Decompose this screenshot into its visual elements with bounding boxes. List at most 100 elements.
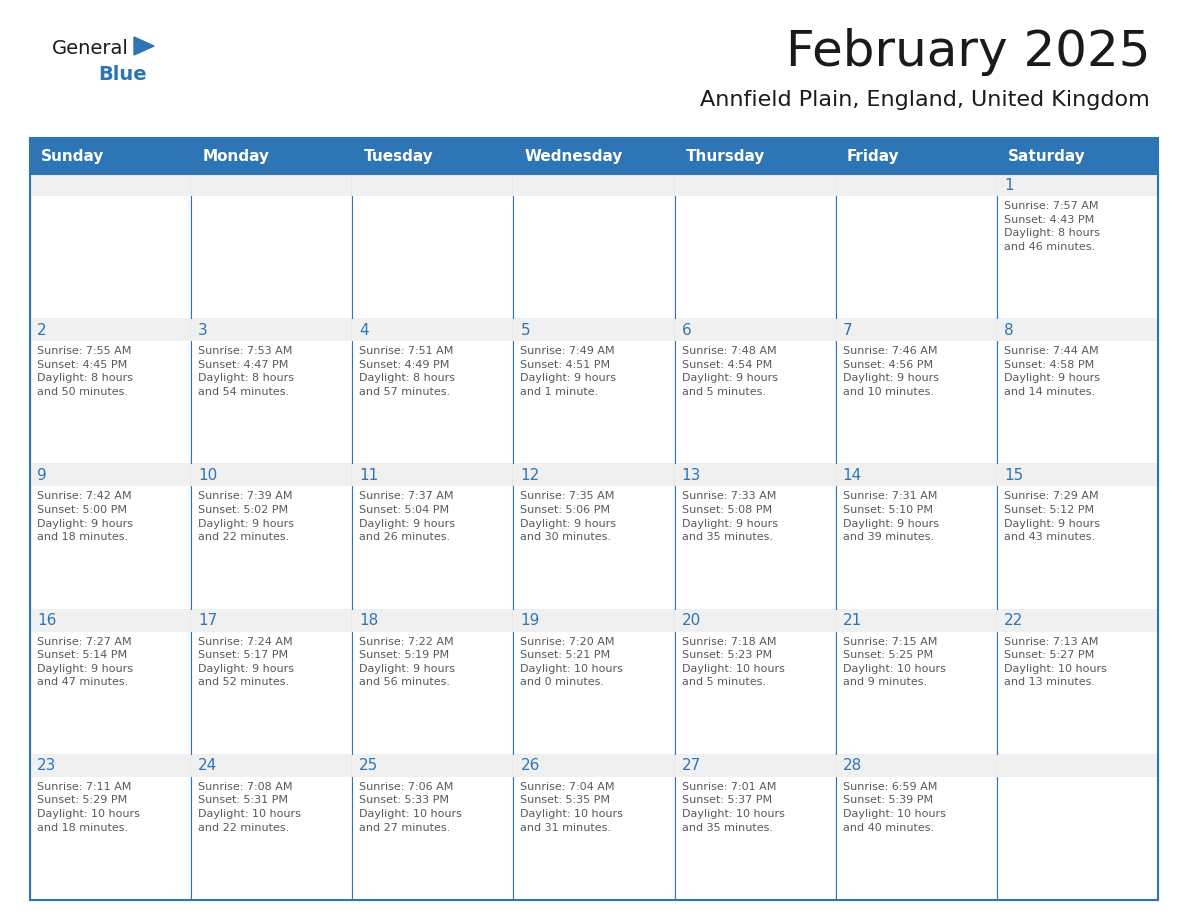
Text: Sunrise: 7:51 AM
Sunset: 4:49 PM
Daylight: 8 hours
and 57 minutes.: Sunrise: 7:51 AM Sunset: 4:49 PM Dayligh… <box>359 346 455 397</box>
Bar <box>353 755 513 900</box>
Bar <box>835 319 997 341</box>
Bar <box>513 138 675 174</box>
Text: Sunrise: 7:35 AM
Sunset: 5:06 PM
Daylight: 9 hours
and 30 minutes.: Sunrise: 7:35 AM Sunset: 5:06 PM Dayligh… <box>520 491 617 543</box>
Polygon shape <box>134 37 154 55</box>
Bar <box>191 755 353 900</box>
Bar <box>997 174 1158 196</box>
Text: 3: 3 <box>198 323 208 338</box>
Text: 13: 13 <box>682 468 701 483</box>
Bar <box>30 319 191 341</box>
Text: Sunrise: 7:06 AM
Sunset: 5:33 PM
Daylight: 10 hours
and 27 minutes.: Sunrise: 7:06 AM Sunset: 5:33 PM Dayligh… <box>359 782 462 833</box>
Text: Friday: Friday <box>847 149 899 163</box>
Bar <box>353 174 513 319</box>
Bar <box>997 465 1158 487</box>
Text: Sunrise: 7:22 AM
Sunset: 5:19 PM
Daylight: 9 hours
and 56 minutes.: Sunrise: 7:22 AM Sunset: 5:19 PM Dayligh… <box>359 636 455 688</box>
Bar <box>30 610 191 632</box>
Text: 6: 6 <box>682 323 691 338</box>
Text: 10: 10 <box>198 468 217 483</box>
Bar <box>835 465 997 610</box>
Bar <box>835 465 997 487</box>
Text: Sunrise: 7:44 AM
Sunset: 4:58 PM
Daylight: 9 hours
and 14 minutes.: Sunrise: 7:44 AM Sunset: 4:58 PM Dayligh… <box>1004 346 1100 397</box>
Bar <box>353 138 513 174</box>
Text: 4: 4 <box>359 323 369 338</box>
Bar <box>997 138 1158 174</box>
Bar <box>835 319 997 465</box>
Bar <box>675 755 835 900</box>
Bar <box>513 174 675 319</box>
Text: 12: 12 <box>520 468 539 483</box>
Bar <box>835 174 997 196</box>
Text: Sunrise: 7:08 AM
Sunset: 5:31 PM
Daylight: 10 hours
and 22 minutes.: Sunrise: 7:08 AM Sunset: 5:31 PM Dayligh… <box>198 782 301 833</box>
Bar <box>30 755 191 777</box>
Bar <box>675 465 835 487</box>
Text: 17: 17 <box>198 613 217 628</box>
Bar <box>30 174 191 319</box>
Bar <box>353 319 513 465</box>
Text: Sunrise: 7:20 AM
Sunset: 5:21 PM
Daylight: 10 hours
and 0 minutes.: Sunrise: 7:20 AM Sunset: 5:21 PM Dayligh… <box>520 636 624 688</box>
Bar <box>30 174 191 196</box>
Text: Sunrise: 7:18 AM
Sunset: 5:23 PM
Daylight: 10 hours
and 5 minutes.: Sunrise: 7:18 AM Sunset: 5:23 PM Dayligh… <box>682 636 784 688</box>
Bar <box>30 465 191 487</box>
Bar <box>675 319 835 341</box>
Text: Thursday: Thursday <box>685 149 765 163</box>
Bar <box>513 174 675 196</box>
Bar <box>513 465 675 487</box>
Text: Sunrise: 7:57 AM
Sunset: 4:43 PM
Daylight: 8 hours
and 46 minutes.: Sunrise: 7:57 AM Sunset: 4:43 PM Dayligh… <box>1004 201 1100 252</box>
Bar <box>835 755 997 900</box>
Bar <box>513 610 675 755</box>
Text: Sunrise: 7:39 AM
Sunset: 5:02 PM
Daylight: 9 hours
and 22 minutes.: Sunrise: 7:39 AM Sunset: 5:02 PM Dayligh… <box>198 491 295 543</box>
Bar <box>191 174 353 196</box>
Bar <box>835 138 997 174</box>
Text: 9: 9 <box>37 468 46 483</box>
Bar <box>675 174 835 319</box>
Text: Sunrise: 7:01 AM
Sunset: 5:37 PM
Daylight: 10 hours
and 35 minutes.: Sunrise: 7:01 AM Sunset: 5:37 PM Dayligh… <box>682 782 784 833</box>
Bar <box>997 174 1158 319</box>
Text: Blue: Blue <box>97 64 146 84</box>
Text: Sunrise: 7:42 AM
Sunset: 5:00 PM
Daylight: 9 hours
and 18 minutes.: Sunrise: 7:42 AM Sunset: 5:00 PM Dayligh… <box>37 491 133 543</box>
Text: 18: 18 <box>359 613 379 628</box>
Text: 22: 22 <box>1004 613 1023 628</box>
Bar <box>191 138 353 174</box>
Bar <box>997 755 1158 900</box>
Bar <box>191 755 353 777</box>
Bar <box>513 319 675 341</box>
Bar <box>513 319 675 465</box>
Text: Saturday: Saturday <box>1009 149 1086 163</box>
Bar <box>191 610 353 755</box>
Text: 21: 21 <box>842 613 862 628</box>
Bar <box>997 755 1158 777</box>
Text: Tuesday: Tuesday <box>364 149 434 163</box>
Bar <box>835 610 997 632</box>
Text: 20: 20 <box>682 613 701 628</box>
Text: Sunrise: 7:37 AM
Sunset: 5:04 PM
Daylight: 9 hours
and 26 minutes.: Sunrise: 7:37 AM Sunset: 5:04 PM Dayligh… <box>359 491 455 543</box>
Text: Monday: Monday <box>202 149 270 163</box>
Text: Sunrise: 6:59 AM
Sunset: 5:39 PM
Daylight: 10 hours
and 40 minutes.: Sunrise: 6:59 AM Sunset: 5:39 PM Dayligh… <box>842 782 946 833</box>
Bar <box>353 465 513 487</box>
Text: 26: 26 <box>520 758 539 773</box>
Text: Sunrise: 7:49 AM
Sunset: 4:51 PM
Daylight: 9 hours
and 1 minute.: Sunrise: 7:49 AM Sunset: 4:51 PM Dayligh… <box>520 346 617 397</box>
Bar <box>30 465 191 610</box>
Bar <box>191 610 353 632</box>
Text: 14: 14 <box>842 468 862 483</box>
Bar <box>675 755 835 777</box>
Bar <box>675 465 835 610</box>
Bar <box>353 319 513 341</box>
Bar <box>997 610 1158 632</box>
Text: 27: 27 <box>682 758 701 773</box>
Bar <box>191 319 353 465</box>
Text: 16: 16 <box>37 613 56 628</box>
Text: February 2025: February 2025 <box>785 28 1150 76</box>
Text: General: General <box>52 39 128 58</box>
Text: Sunrise: 7:55 AM
Sunset: 4:45 PM
Daylight: 8 hours
and 50 minutes.: Sunrise: 7:55 AM Sunset: 4:45 PM Dayligh… <box>37 346 133 397</box>
Bar <box>835 755 997 777</box>
Bar <box>997 319 1158 341</box>
Text: 19: 19 <box>520 613 539 628</box>
Bar <box>353 610 513 632</box>
Bar <box>30 755 191 900</box>
Bar <box>353 465 513 610</box>
Bar <box>997 319 1158 465</box>
Text: Sunday: Sunday <box>42 149 105 163</box>
Text: Sunrise: 7:46 AM
Sunset: 4:56 PM
Daylight: 9 hours
and 10 minutes.: Sunrise: 7:46 AM Sunset: 4:56 PM Dayligh… <box>842 346 939 397</box>
Bar <box>835 174 997 319</box>
Text: Sunrise: 7:31 AM
Sunset: 5:10 PM
Daylight: 9 hours
and 39 minutes.: Sunrise: 7:31 AM Sunset: 5:10 PM Dayligh… <box>842 491 939 543</box>
